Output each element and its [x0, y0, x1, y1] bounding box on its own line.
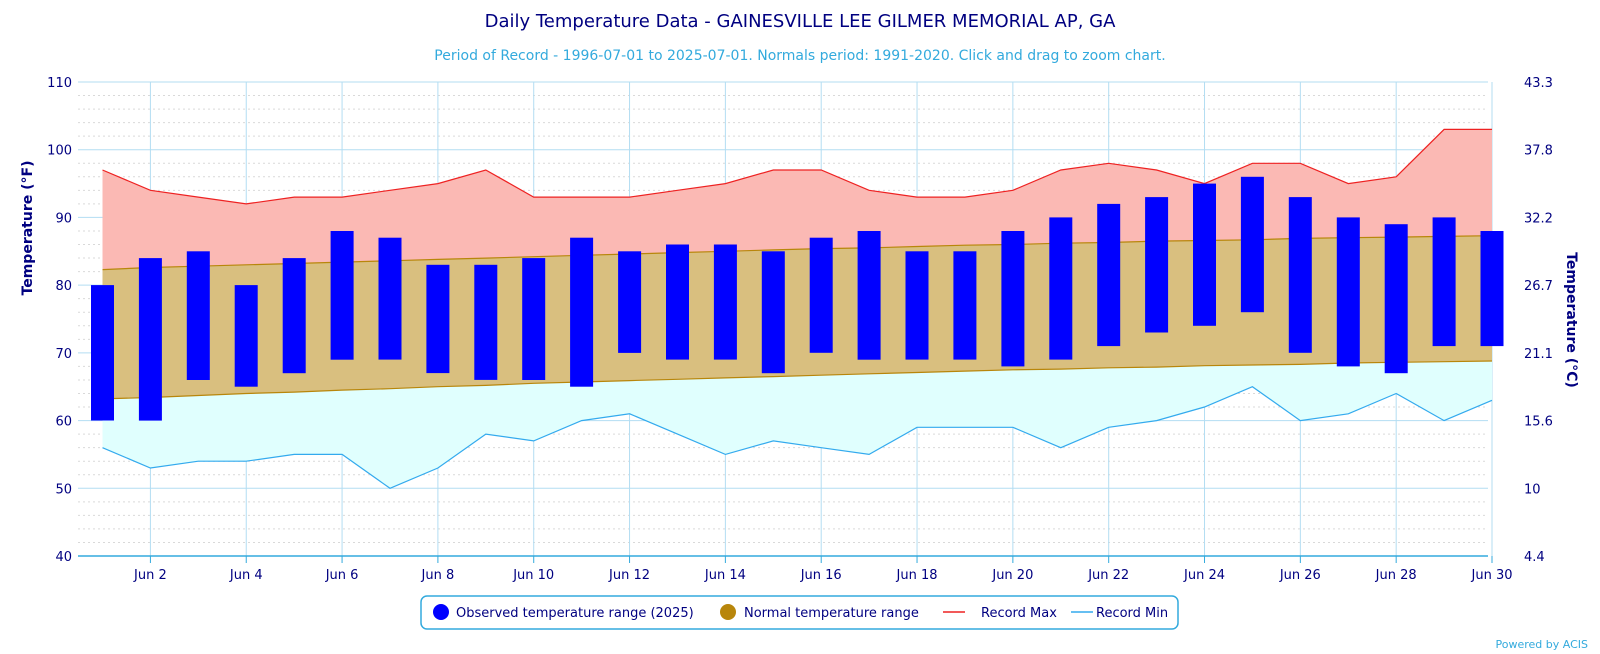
observed-range-bar[interactable]	[1049, 217, 1073, 360]
legend-item-record-min[interactable]: Record Min	[1071, 606, 1168, 621]
normal-low-line	[102, 360, 1493, 400]
observed-range-bar[interactable]	[618, 251, 642, 353]
x-tick-label: Jun 14	[704, 568, 746, 583]
observed-range-bar[interactable]	[857, 231, 881, 360]
x-tick-label: Jun 24	[1183, 568, 1225, 583]
observed-range-bar[interactable]	[1384, 224, 1408, 374]
observed-range-bar[interactable]	[1097, 203, 1121, 347]
y-tick-label-right: 15.6	[1524, 415, 1553, 430]
y-tick-label-right: 32.2	[1524, 211, 1553, 226]
observed-range-bar[interactable]	[186, 251, 210, 380]
legend-item-observed[interactable]: Observed temperature range (2025)	[433, 604, 694, 621]
y-tick-label-right: 26.7	[1524, 279, 1553, 294]
observed-range-bar[interactable]	[809, 237, 833, 353]
x-tick-label: Jun 10	[512, 568, 554, 583]
y-tick-label-left: 90	[55, 211, 72, 226]
y-axis-title-left: Temperature (°F)	[20, 161, 36, 296]
y-tick-label-left: 100	[47, 144, 72, 159]
record-max-area	[102, 129, 1492, 270]
observed-bars[interactable]	[91, 176, 1504, 421]
y-tick-label-right: 21.1	[1524, 347, 1553, 362]
range-areas	[102, 129, 1493, 489]
x-tick-label: Jun 16	[800, 568, 842, 583]
observed-range-bar[interactable]	[138, 258, 162, 421]
y-tick-label-right: 43.3	[1524, 76, 1553, 91]
observed-range-bar[interactable]	[474, 264, 498, 380]
x-tick-label: Jun 26	[1279, 568, 1321, 583]
observed-range-bar[interactable]	[953, 251, 977, 360]
observed-range-bar[interactable]	[91, 285, 114, 421]
legend-item-normal[interactable]: Normal temperature range	[720, 604, 919, 621]
observed-range-bar[interactable]	[905, 251, 929, 360]
observed-range-bar[interactable]	[761, 251, 785, 374]
observed-range-bar[interactable]	[1480, 231, 1504, 347]
x-tick-label: Jun 8	[421, 568, 455, 583]
axes: Jun 2 Jun 4 Jun 6 Jun 8 Jun 10 Jun 12 Jun 14 Ju…	[47, 76, 1553, 583]
record-min-line	[102, 386, 1493, 489]
observed-range-bar[interactable]	[713, 244, 737, 360]
normal-range-area	[102, 235, 1492, 399]
chart-title: Daily Temperature Data - GAINESVILLE LEE…	[485, 11, 1116, 32]
y-tick-label-left: 110	[47, 76, 72, 91]
observed-range-bar[interactable]	[234, 285, 258, 387]
x-tick-label: Jun 2	[133, 568, 167, 583]
x-tick-label: Jun 18	[896, 568, 938, 583]
y-tick-label-left: 50	[55, 482, 72, 497]
legend-item-record-max[interactable]: Record Max	[943, 606, 1057, 621]
observed-range-bar[interactable]	[1336, 217, 1360, 367]
x-tick-label: Jun 12	[608, 568, 650, 583]
observed-range-bar[interactable]	[1001, 231, 1025, 367]
legend-label-normal: Normal temperature range	[744, 606, 919, 621]
x-tick-label: Jun 6	[325, 568, 359, 583]
legend-label-record-min: Record Min	[1096, 606, 1168, 621]
legend-label-observed: Observed temperature range (2025)	[456, 606, 694, 621]
y-tick-label-left: 40	[55, 550, 72, 565]
credit-link[interactable]: Powered by ACIS	[1496, 638, 1589, 651]
normal-legend-marker	[720, 604, 736, 620]
y-tick-label-left: 80	[55, 279, 72, 294]
y-tick-label-left: 70	[55, 347, 72, 362]
observed-range-bar[interactable]	[522, 258, 546, 380]
observed-range-bar[interactable]	[378, 237, 402, 360]
observed-range-bar[interactable]	[1432, 217, 1456, 347]
observed-range-bar[interactable]	[570, 237, 594, 387]
x-tick-label: Jun 20	[991, 568, 1033, 583]
observed-range-bar[interactable]	[282, 258, 306, 374]
y-tick-label-right: 10	[1524, 482, 1541, 497]
y-axis-title-right: Temperature (°C)	[1563, 252, 1579, 388]
chart-subtitle: Period of Record - 1996-07-01 to 2025-07…	[434, 48, 1165, 64]
x-tick-label: Jun 30	[1471, 568, 1513, 583]
x-tick-label: Jun 28	[1375, 568, 1417, 583]
observed-range-bar[interactable]	[330, 231, 354, 360]
x-tick-label: Jun 22	[1087, 568, 1129, 583]
record-lines	[102, 128, 1493, 489]
observed-legend-marker	[433, 604, 449, 620]
observed-range-bar[interactable]	[1288, 197, 1312, 353]
legend-label-record-max: Record Max	[981, 606, 1057, 621]
y-tick-label-left: 60	[55, 415, 72, 430]
observed-range-bar[interactable]	[426, 264, 450, 374]
record-max-line	[102, 128, 1492, 205]
observed-range-bar[interactable]	[1240, 176, 1264, 313]
legend-box	[420, 595, 1179, 630]
y-tick-label-right: 4.4	[1524, 550, 1545, 565]
record-min-area	[102, 361, 1492, 489]
legend[interactable]: Observed temperature range (2025) Normal…	[420, 595, 1179, 630]
x-tick-label: Jun 4	[229, 568, 263, 583]
y-tick-label-right: 37.8	[1524, 144, 1553, 159]
observed-range-bar[interactable]	[666, 244, 689, 360]
observed-range-bar[interactable]	[1145, 197, 1169, 333]
observed-range-bar[interactable]	[1193, 183, 1216, 326]
